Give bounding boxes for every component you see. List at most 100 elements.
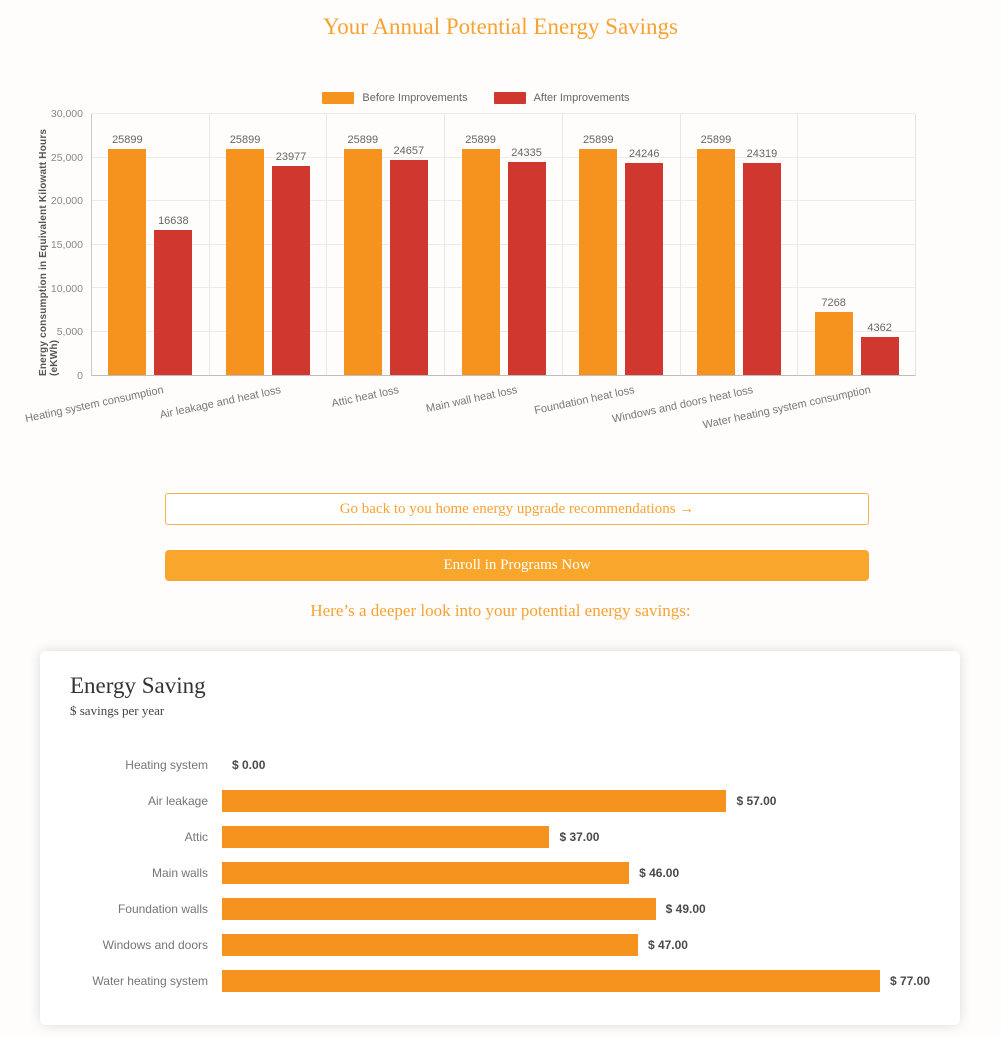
bar-after-improvements: [507, 162, 546, 375]
saving-row-attic: Attic $ 37.00: [70, 819, 930, 855]
card-title: Energy Saving: [70, 673, 206, 698]
saving-row-label: Heating system: [125, 758, 208, 772]
gridline: [92, 156, 915, 158]
saving-value-label: $ 77.00: [889, 974, 930, 988]
saving-bar: [222, 970, 880, 992]
savings-bar-chart: Heating system $ 0.00 Air leakage $ 57.00 At…: [70, 747, 930, 999]
saving-value-label: $ 0.00: [232, 758, 266, 772]
saving-bar-track: $ 49.00: [222, 898, 930, 920]
chart-legend: Before Improvements After Improvements: [36, 92, 916, 104]
gridline: [92, 113, 915, 114]
bar-after-improvements: [625, 163, 664, 375]
saving-row-main-walls: Main walls $ 46.00: [70, 855, 930, 891]
saving-value-label: $ 37.00: [559, 830, 600, 844]
bar-group-foundation-heat-loss: 25899 24246: [563, 114, 681, 375]
chart-plot-area: 25899 16638 25899 23977 25899 24657 25899 24335…: [91, 113, 916, 376]
back-to-recommendations-button[interactable]: Go back to you home energy upgrade recom…: [165, 493, 869, 525]
bar-wrap: 25899: [461, 114, 500, 375]
section-subtitle: Here’s a deeper look into your potential…: [310, 601, 691, 620]
saving-value-label: $ 47.00: [647, 938, 688, 952]
bar-group-windows-and-doors-heat-loss: 25899 24319: [681, 114, 799, 375]
y-tick-label: 5,000: [56, 326, 83, 339]
saving-bar-track: $ 0.00: [222, 754, 930, 776]
bar-group-water-heating-system-consumption: 7268 4362: [798, 114, 915, 375]
saving-bar-track: $ 57.00: [222, 790, 930, 812]
bar-wrap: 24335: [507, 114, 546, 375]
bar-wrap: 25899: [226, 114, 265, 375]
bar-after-improvements: [272, 166, 311, 375]
legend-item-before-improvements[interactable]: Before Improvements: [322, 92, 468, 104]
x-axis-labels: Heating system consumption Air leakage an…: [24, 378, 916, 431]
enroll-button[interactable]: Enroll in Programs Now: [165, 550, 869, 581]
page-title: Your Annual Potential Energy Savings: [322, 14, 679, 39]
saving-bar: [222, 790, 727, 812]
legend-item-after-improvements[interactable]: After Improvements: [493, 92, 630, 104]
bar-before-improvements: [108, 149, 147, 375]
bar-value-label: 23977: [275, 151, 307, 163]
saving-row-windows-and-doors: Windows and doors $ 47.00: [70, 927, 930, 963]
bar-wrap: 4362: [860, 114, 899, 375]
saving-row-air-leakage: Air leakage $ 57.00: [70, 783, 930, 819]
y-tick-label: 15,000: [50, 239, 83, 251]
legend-swatch-icon: [322, 92, 355, 104]
card-subtitle: $ savings per year: [70, 703, 165, 718]
saving-value-label: $ 46.00: [639, 866, 680, 880]
gridline: [92, 330, 915, 332]
bar-before-improvements: [343, 149, 382, 375]
bar-wrap: 24319: [742, 114, 781, 375]
bar-group-air-leakage-and-heat-loss: 25899 23977: [210, 114, 328, 375]
saving-value-label: $ 49.00: [665, 902, 706, 916]
bar-wrap: 25899: [108, 114, 147, 375]
legend-swatch-icon: [493, 92, 526, 104]
y-tick-label: 20,000: [50, 195, 83, 208]
bar-before-improvements: [579, 149, 618, 375]
page: Your Annual Potential Energy Savings Bef…: [0, 14, 1001, 1025]
bar-after-improvements: [742, 163, 781, 375]
bar-value-label: 24335: [511, 147, 542, 159]
energy-saving-card: Energy Saving $ savings per year Heating…: [40, 651, 960, 1025]
saving-row-foundation-walls: Foundation walls $ 49.00: [70, 891, 930, 927]
bar-wrap: 7268: [814, 114, 853, 375]
bar-value-label: 4362: [867, 322, 892, 334]
bar-value-label: 25899: [465, 134, 496, 146]
bar-wrap: 25899: [579, 114, 618, 375]
bar-wrap: 25899: [343, 114, 382, 375]
saving-bar: [222, 862, 630, 884]
x-axis-label: Air leakage and heat loss: [158, 384, 283, 422]
saving-row-label: Air leakage: [147, 794, 208, 808]
bar-before-improvements: [814, 312, 853, 375]
bar-value-label: 24319: [746, 148, 778, 160]
saving-row-label: Water heating system: [92, 974, 208, 988]
bar-value-label: 7268: [821, 297, 846, 309]
legend-label: Before Improvements: [362, 92, 468, 104]
bar-wrap: 16638: [154, 114, 193, 375]
bar-value-label: 25899: [582, 134, 614, 146]
bar-wrap: 23977: [272, 114, 311, 375]
saving-bar: [222, 934, 638, 956]
y-tick-label: 25,000: [50, 151, 83, 164]
saving-bar: [222, 826, 550, 848]
bar-after-improvements: [860, 337, 899, 375]
saving-row-label: Foundation walls: [117, 902, 208, 916]
bar-value-label: 25899: [112, 134, 143, 146]
x-axis-label: Attic heat loss: [330, 384, 401, 410]
legend-label: After Improvements: [533, 92, 630, 104]
bar-wrap: 25899: [696, 114, 735, 375]
bar-value-label: 25899: [700, 134, 732, 146]
bar-wrap: 24246: [625, 114, 664, 375]
bar-group-heating-system-consumption: 25899 16638: [92, 114, 210, 375]
bar-value-label: 24657: [393, 145, 425, 157]
x-axis-label: Heating system consumption: [23, 384, 165, 426]
saving-bar-track: $ 46.00: [222, 862, 930, 884]
bar-before-improvements: [226, 149, 265, 375]
bar-value-label: 24246: [628, 148, 660, 160]
saving-row-water-heating-system: Water heating system $ 77.00: [70, 963, 930, 999]
saving-row-label: Main walls: [151, 866, 208, 880]
bar-value-label: 16638: [158, 215, 189, 227]
saving-row-label: Attic: [184, 830, 208, 844]
saving-bar-track: $ 77.00: [222, 970, 930, 992]
y-tick-label: 0: [77, 370, 83, 382]
bar-group-attic-heat-loss: 25899 24657: [327, 114, 446, 375]
saving-row-heating-system: Heating system $ 0.00: [70, 747, 930, 783]
x-axis-label: Main wall heat loss: [424, 384, 518, 416]
